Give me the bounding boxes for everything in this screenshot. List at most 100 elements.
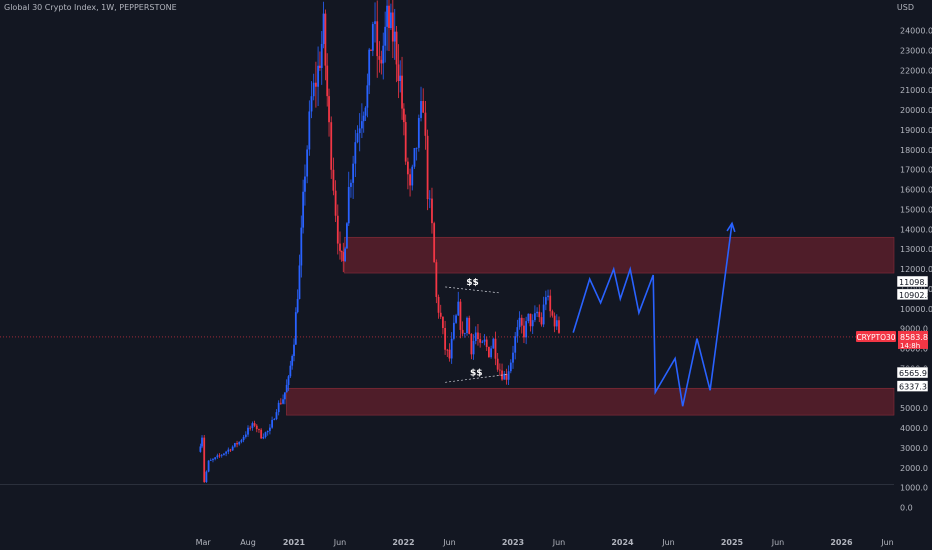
candle-body [488,346,490,358]
candle-body [507,371,510,380]
candle-body [225,451,228,454]
price-label-box [896,275,929,288]
candle-body [205,471,208,483]
axes-layer: 0.01000.02000.03000.04000.05000.06000.07… [196,27,932,547]
candle-body [549,295,552,312]
y-tick-label: 23000.0 [900,46,932,55]
candle-body [422,101,425,113]
candle-body [324,13,327,66]
y-tick-label: 16000.0 [900,186,932,195]
y-tick-label: 19000.0 [900,126,932,135]
candle-body [378,56,381,60]
candle-body [251,423,254,428]
candle-body [300,227,303,266]
candle-body [364,107,367,116]
candle-body [244,434,247,437]
zone-1 [286,387,895,416]
y-tick-label: 5000.0 [900,404,928,413]
candle-body [201,437,203,447]
candle-body [238,441,241,445]
x-tick-label: Jun [552,538,566,547]
candle-body [540,317,543,325]
candle-body [298,265,301,299]
candle-body [240,440,243,442]
symbol-tag [856,330,896,342]
candle-body [376,21,379,57]
candle-body [336,215,339,244]
candle-body [384,26,387,46]
candle-body [289,365,292,377]
candle-body [433,223,436,263]
candle-body [358,128,361,134]
candle-body [354,142,357,164]
candle-body [328,96,330,123]
candle-body [388,5,390,29]
candle-body [417,117,420,148]
zones-layer [286,236,895,416]
candle-body [439,312,442,317]
candle-body [340,250,343,253]
price-tag-value: 8583.8 [900,333,928,342]
candle-body [512,352,514,363]
candle-body [306,149,309,177]
candle-body [310,96,313,112]
y-tick-label: 14000.0 [900,225,932,234]
candle-body [529,313,532,327]
candle-body [229,449,232,451]
x-tick-label: Jun [333,538,347,547]
price-label-value: 11098.1 [899,278,932,287]
candles-layer [199,0,560,483]
candle-body [531,320,534,327]
candle-body [312,82,315,97]
candle-body [551,311,554,316]
candle-body [264,432,267,437]
candle-body [283,392,286,400]
candle-body [461,329,464,334]
candle-body [485,339,488,347]
y-tick-label: 2000.0 [900,464,928,473]
candle-body [344,248,346,262]
candle-body [253,423,256,426]
candle-body [538,311,541,318]
currency-label: USD [896,3,914,12]
x-tick-label: 2025 [721,538,744,547]
candle-body [420,101,422,118]
candle-body [273,419,276,420]
candle-body [319,65,321,68]
price-label-box [896,380,929,392]
y-tick-label: 12000.0 [900,265,932,274]
candle-body [474,332,477,342]
y-tick-label: 1000.0 [900,484,928,493]
candle-body [411,166,414,186]
candle-body [459,301,462,330]
candle-body [209,460,212,461]
x-tick-label: Jun [771,538,785,547]
candle-body [518,317,521,328]
candle-body [371,24,374,51]
zone-0 [344,236,895,274]
candle-body [483,339,486,342]
candle-body [207,460,210,472]
candle-body [294,312,297,345]
candle-body [446,349,449,351]
candle-body [293,344,295,356]
trendline-0 [445,286,500,294]
candle-body [320,43,323,68]
x-tick-label: Jun [661,538,675,547]
candle-body [457,301,460,316]
x-tick-label: 2023 [502,538,524,547]
candle-body [269,427,271,431]
candle-body [415,147,418,149]
candle-body [520,317,523,326]
projection-layer [572,221,736,407]
trendline-label: $$ [470,368,483,378]
candle-body [291,355,294,366]
candle-body [401,75,403,109]
candle-body [362,115,365,122]
y-tick-label: 8000.0 [900,345,928,354]
candle-body [356,133,359,143]
candle-body [218,455,221,457]
hlines-layer [0,336,894,485]
